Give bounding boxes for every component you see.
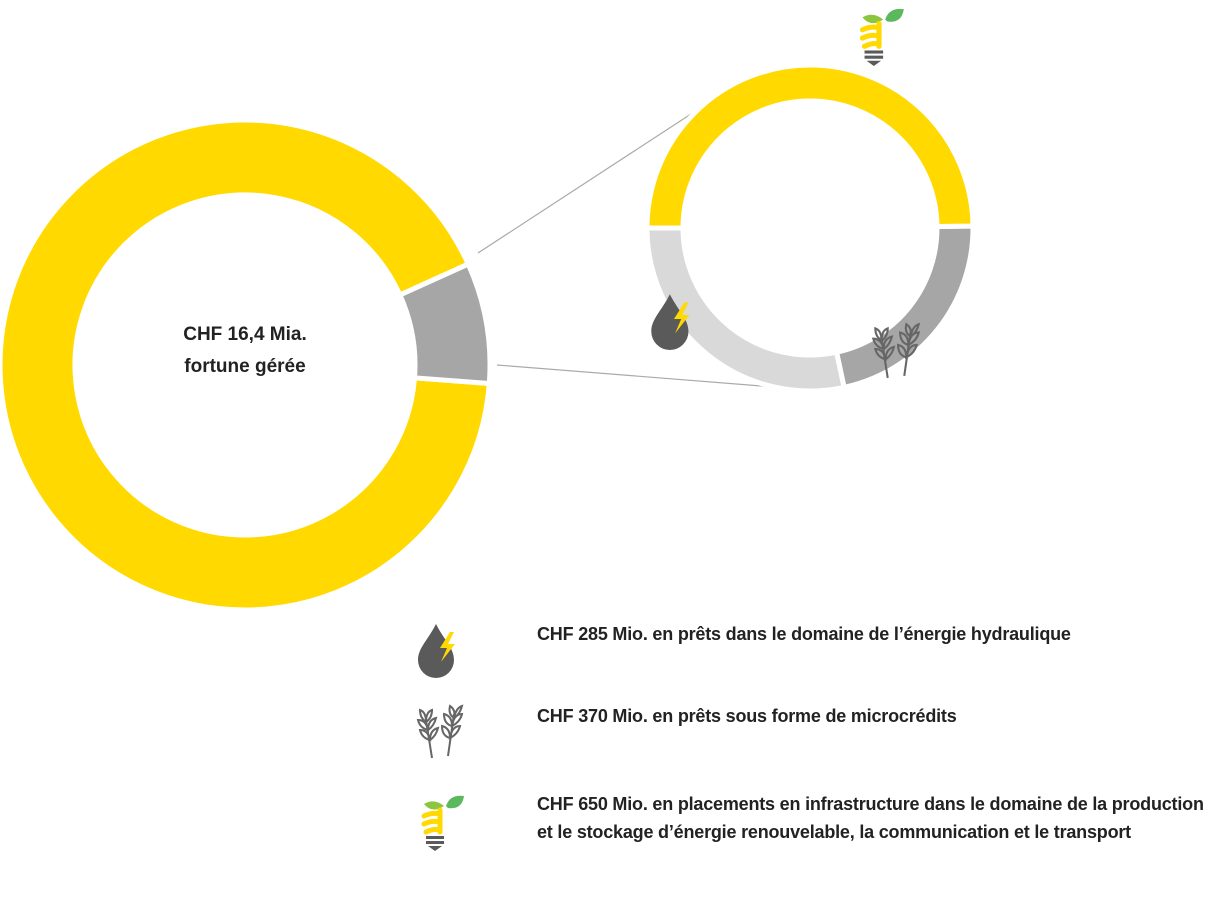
legend-icon bbox=[424, 796, 464, 851]
detail-segment bbox=[644, 62, 976, 231]
donut-rest bbox=[0, 117, 492, 613]
total-label: CHF 16,4 Mia. bbox=[183, 324, 307, 345]
segment-icon bbox=[862, 9, 903, 66]
legend-label: CHF 370 Mio. en prêts sous forme de micr… bbox=[537, 706, 957, 726]
detail-segment bbox=[833, 223, 976, 391]
legend-icon bbox=[417, 705, 463, 759]
legend-label: CHF 285 Mio. en prêts dans le domaine de… bbox=[537, 624, 1071, 644]
connector-line bbox=[496, 364, 813, 391]
total-caption: fortune gérée bbox=[184, 356, 305, 377]
legend-label: CHF 650 Mio. en placements en infrastruc… bbox=[537, 794, 1204, 842]
donut-detail bbox=[396, 260, 493, 387]
legend-icon bbox=[418, 624, 455, 678]
